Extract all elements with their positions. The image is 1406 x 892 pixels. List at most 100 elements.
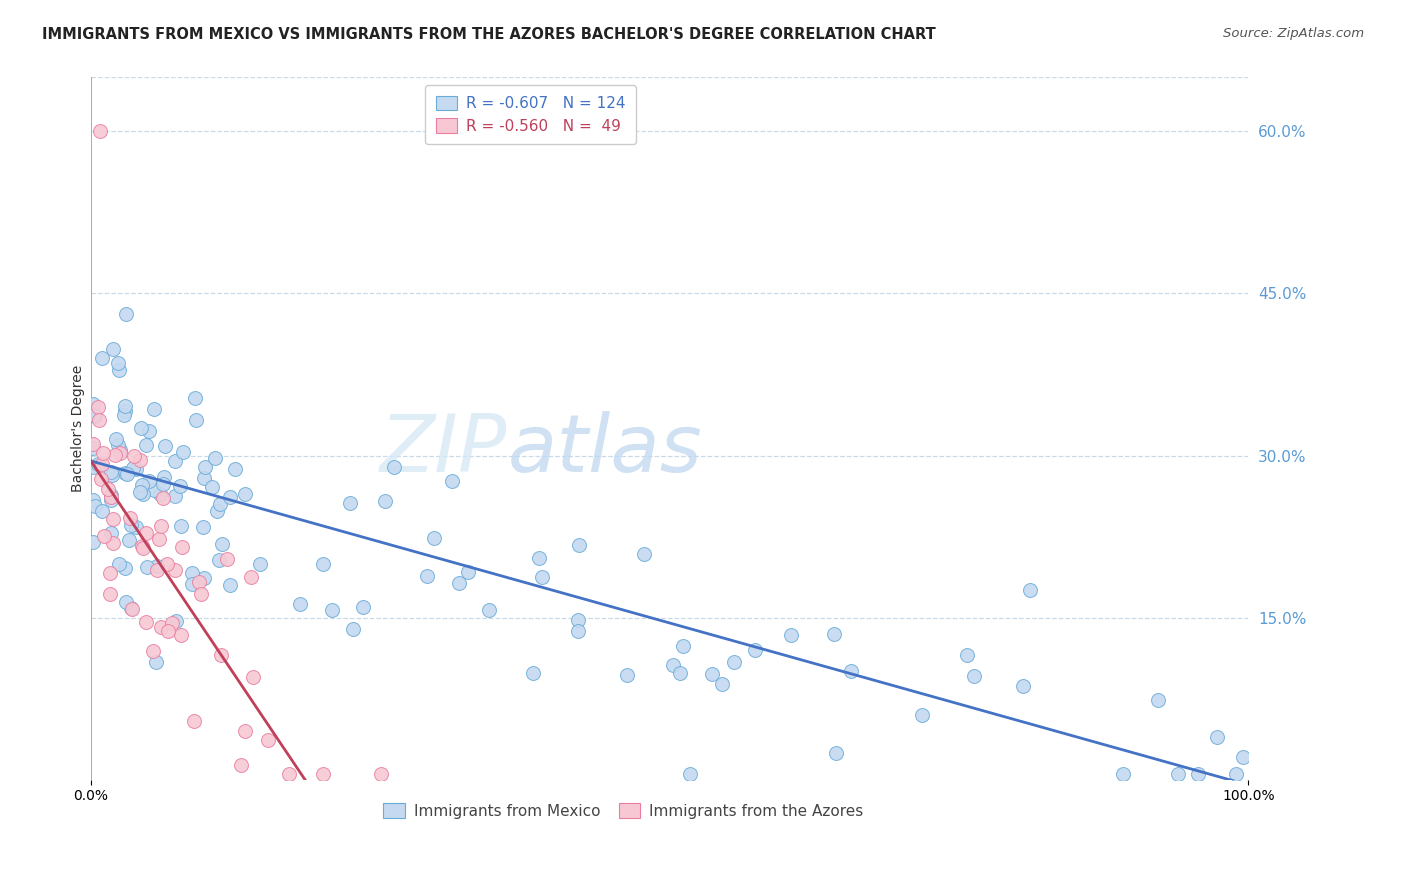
Point: [135, 559, 157, 574]
Point: [370, 767, 392, 781]
Point: [239, 569, 262, 583]
Point: [633, 547, 655, 561]
Point: [114, 399, 136, 413]
Point: [669, 665, 692, 680]
Point: [125, 462, 148, 476]
Point: [132, 486, 155, 500]
Point: [352, 599, 374, 614]
Point: [107, 437, 129, 451]
Point: [1225, 767, 1247, 781]
Point: [149, 487, 172, 501]
Text: Source: ZipAtlas.com: Source: ZipAtlas.com: [1223, 27, 1364, 40]
Point: [121, 602, 143, 616]
Point: [103, 343, 125, 357]
Point: [156, 557, 179, 571]
Point: [153, 439, 176, 453]
Point: [82, 460, 104, 475]
Point: [146, 563, 169, 577]
Point: [145, 655, 167, 669]
Point: [131, 539, 153, 553]
Point: [103, 448, 125, 462]
Point: [148, 532, 170, 546]
Point: [205, 504, 228, 518]
Point: [117, 467, 139, 481]
Point: [152, 477, 174, 491]
Point: [779, 628, 801, 642]
Point: [132, 541, 155, 556]
Point: [112, 408, 135, 422]
Point: [103, 535, 125, 549]
Point: [447, 576, 470, 591]
Point: [527, 551, 550, 566]
Point: [150, 519, 173, 533]
Point: [100, 488, 122, 502]
Point: [224, 461, 246, 475]
Point: [321, 602, 343, 616]
Point: [567, 613, 589, 627]
Text: atlas: atlas: [508, 410, 702, 489]
Point: [125, 520, 148, 534]
Point: [89, 124, 111, 138]
Point: [146, 559, 169, 574]
Point: [242, 670, 264, 684]
Point: [129, 421, 152, 435]
Point: [101, 467, 124, 482]
Point: [208, 552, 231, 566]
Point: [193, 471, 215, 485]
Point: [711, 677, 734, 691]
Point: [384, 459, 406, 474]
Point: [616, 667, 638, 681]
Point: [122, 449, 145, 463]
Point: [93, 529, 115, 543]
Point: [90, 472, 112, 486]
Point: [82, 493, 104, 508]
Point: [90, 457, 112, 471]
Point: [115, 595, 138, 609]
Point: [181, 577, 204, 591]
Point: [90, 351, 112, 365]
Point: [169, 519, 191, 533]
Point: [567, 624, 589, 639]
Point: [181, 566, 204, 580]
Point: [911, 708, 934, 723]
Point: [84, 409, 107, 423]
Point: [672, 640, 695, 654]
Point: [131, 478, 153, 492]
Point: [956, 648, 979, 663]
Point: [218, 578, 240, 592]
Point: [312, 557, 335, 571]
Point: [156, 624, 179, 638]
Point: [87, 457, 110, 471]
Point: [678, 767, 700, 781]
Point: [82, 397, 104, 411]
Point: [120, 517, 142, 532]
Point: [97, 482, 120, 496]
Point: [135, 615, 157, 629]
Point: [1146, 693, 1168, 707]
Point: [211, 537, 233, 551]
Point: [1232, 750, 1254, 764]
Point: [142, 644, 165, 658]
Point: [100, 465, 122, 479]
Point: [256, 733, 278, 747]
Point: [82, 437, 104, 451]
Point: [312, 767, 335, 781]
Point: [277, 767, 299, 781]
Point: [1111, 767, 1133, 781]
Point: [87, 413, 110, 427]
Point: [114, 561, 136, 575]
Point: [83, 499, 105, 513]
Point: [723, 655, 745, 669]
Point: [100, 490, 122, 504]
Point: [440, 474, 463, 488]
Point: [149, 620, 172, 634]
Point: [1187, 767, 1209, 781]
Point: [110, 442, 132, 457]
Point: [374, 494, 396, 508]
Point: [82, 534, 104, 549]
Point: [342, 622, 364, 636]
Point: [108, 363, 131, 377]
Point: [129, 453, 152, 467]
Point: [963, 668, 986, 682]
Point: [839, 664, 862, 678]
